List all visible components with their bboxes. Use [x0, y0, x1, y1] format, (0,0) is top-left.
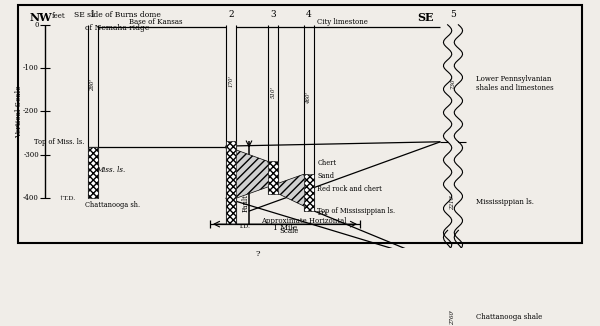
- Text: Vertical Scale: Vertical Scale: [15, 85, 23, 138]
- Bar: [268, 161, 278, 194]
- Text: Chattanooga shale: Chattanooga shale: [476, 313, 542, 321]
- Text: 460': 460': [307, 93, 311, 104]
- Text: 510': 510': [271, 86, 275, 98]
- Text: feet: feet: [52, 12, 65, 20]
- Text: Top of Miss. ls.: Top of Miss. ls.: [34, 138, 85, 146]
- Text: ?: ?: [255, 250, 260, 259]
- Text: 2210': 2210': [451, 195, 455, 210]
- Text: Chattanooga sh.: Chattanooga sh.: [85, 200, 140, 209]
- Text: -400: -400: [23, 194, 39, 202]
- Text: 730': 730': [451, 77, 455, 89]
- Text: Base of Kansas: Base of Kansas: [129, 18, 183, 26]
- Text: 2760': 2760': [451, 310, 455, 325]
- Text: Sand: Sand: [317, 172, 334, 181]
- Text: T.D.: T.D.: [317, 211, 329, 216]
- Text: Lower Pennsylvanian
shales and limestones: Lower Pennsylvanian shales and limestone…: [476, 75, 554, 92]
- Bar: [88, 147, 98, 198]
- Text: SE side of Burns dome: SE side of Burns dome: [74, 11, 160, 19]
- Text: 1: 1: [90, 9, 96, 19]
- Text: 4: 4: [306, 9, 312, 19]
- Text: Miss. ls.: Miss. ls.: [96, 166, 125, 174]
- Text: 170': 170': [229, 75, 233, 87]
- Text: ↑T.D.: ↑T.D.: [58, 196, 76, 200]
- Text: Top of Mississippian ls.: Top of Mississippian ls.: [317, 207, 395, 215]
- Bar: [304, 174, 314, 211]
- Text: SE: SE: [417, 12, 433, 23]
- Text: 5: 5: [450, 9, 456, 19]
- Text: City limestone: City limestone: [317, 18, 367, 26]
- Text: 3: 3: [270, 9, 276, 19]
- Text: Scale: Scale: [279, 227, 298, 235]
- Text: -300: -300: [23, 151, 39, 159]
- Text: 0: 0: [35, 21, 39, 29]
- Bar: [226, 141, 236, 224]
- Text: Chert: Chert: [317, 159, 337, 168]
- Text: T.D.: T.D.: [239, 224, 251, 229]
- Polygon shape: [226, 146, 314, 211]
- Text: -100: -100: [23, 64, 39, 72]
- Text: 1 Mile: 1 Mile: [273, 224, 297, 231]
- Text: Red rock and chert: Red rock and chert: [317, 185, 382, 193]
- Text: Mississippian ls.: Mississippian ls.: [476, 199, 535, 206]
- Text: Approximate Horizontal: Approximate Horizontal: [261, 217, 346, 225]
- Text: -200: -200: [23, 108, 39, 115]
- Text: Fault: Fault: [242, 194, 250, 212]
- Text: of Nemaha ridge: of Nemaha ridge: [85, 23, 149, 32]
- Text: NW: NW: [30, 12, 53, 23]
- Text: 280': 280': [91, 80, 95, 91]
- Text: 2: 2: [228, 9, 234, 19]
